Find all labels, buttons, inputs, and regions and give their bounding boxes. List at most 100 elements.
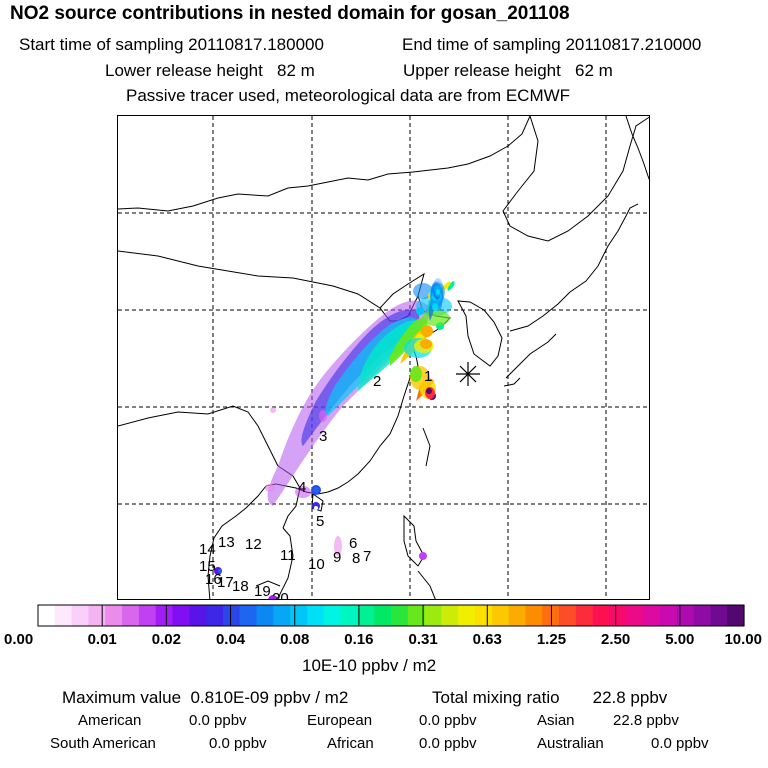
colorbar-cell bbox=[323, 605, 342, 626]
colorbar-cell bbox=[525, 605, 543, 626]
source-label-7: 7 bbox=[363, 548, 371, 565]
colorbar-unit-label: 10E-10 ppbv / m2 bbox=[302, 656, 437, 675]
colorbar-cell bbox=[122, 605, 140, 626]
region-african-label: African bbox=[327, 735, 374, 752]
source-label-4: 4 bbox=[298, 479, 306, 496]
colorbar-ticks: 0.00 0.01 0.02 0.04 0.08 0.16 0.31 0.63 1.25 2.50… bbox=[4, 605, 762, 648]
source-label-3: 3 bbox=[319, 428, 327, 445]
colorbar-cell bbox=[391, 605, 409, 626]
colorbar-tick-label: 10.00 bbox=[724, 631, 762, 648]
colorbar-cell bbox=[172, 605, 190, 626]
colorbar-cell bbox=[575, 605, 594, 626]
colorbar-cell bbox=[239, 605, 258, 626]
graticule bbox=[118, 116, 649, 599]
colorbar-cell bbox=[374, 605, 392, 626]
coastlines bbox=[118, 116, 649, 599]
colorbar-cell bbox=[542, 605, 560, 626]
source-label-16: 16 bbox=[205, 571, 222, 588]
colorbar-cell bbox=[727, 605, 745, 626]
colorbar-cell bbox=[256, 605, 274, 626]
colorbar-tick-label: 0.00 bbox=[4, 631, 33, 648]
source-label-19: 19 bbox=[254, 583, 271, 600]
region-asian-label: Asian bbox=[537, 712, 575, 729]
source-label-14: 14 bbox=[199, 541, 216, 558]
colorbar-cell bbox=[222, 605, 241, 626]
colorbar-tick-label: 0.31 bbox=[408, 631, 437, 648]
colorbar-tick-label: 2.50 bbox=[601, 631, 630, 648]
chart-title: NO2 source contributions in nested domai… bbox=[10, 3, 570, 24]
colorbar-cell bbox=[306, 605, 325, 626]
region-african-value: 0.0 ppbv bbox=[419, 735, 477, 752]
region-australian-label: Australian bbox=[537, 735, 604, 752]
colorbar-cells bbox=[37, 604, 745, 627]
colorbar-cell bbox=[407, 605, 426, 626]
source-label-12: 12 bbox=[245, 536, 262, 553]
upper-height-label: Upper release height 62 m bbox=[403, 61, 613, 80]
colorbar-cell bbox=[508, 605, 527, 626]
map-canvas: 1 2 3 4 5 6 7 8 9 10 11 12 13 14 15 16 1… bbox=[118, 116, 649, 600]
source-label-2: 2 bbox=[373, 373, 381, 390]
source-label-18: 18 bbox=[232, 578, 249, 595]
colorbar-tick-label: 0.16 bbox=[344, 631, 373, 648]
colorbar-cell bbox=[357, 605, 375, 626]
colorbar-cell bbox=[475, 605, 493, 626]
colorbar-cell bbox=[609, 605, 627, 626]
region-australian-value: 0.0 ppbv bbox=[651, 735, 709, 752]
colorbar-tick-label: 0.04 bbox=[216, 631, 246, 648]
source-label-8: 8 bbox=[352, 550, 360, 567]
colorbar-cell bbox=[71, 605, 90, 626]
maximum-value: Maximum value 0.810E-09 ppbv / m2 bbox=[62, 688, 349, 707]
region-european-value: 0.0 ppbv bbox=[419, 712, 477, 729]
colorbar-cell bbox=[273, 605, 291, 626]
colorbar-tick-label: 0.01 bbox=[88, 631, 117, 648]
source-label-13: 13 bbox=[218, 534, 235, 551]
colorbar-cell bbox=[491, 605, 510, 626]
colorbar-cell bbox=[138, 605, 157, 626]
source-label-11: 11 bbox=[280, 547, 296, 564]
colorbar-cell bbox=[189, 605, 207, 626]
colorbar-cell bbox=[105, 605, 123, 626]
colorbar-cell bbox=[458, 605, 476, 626]
receptor-asterisk-icon bbox=[456, 362, 480, 386]
colorbar-cell bbox=[441, 605, 459, 626]
colorbar-cell bbox=[424, 605, 443, 626]
region-asian-value: 22.8 ppbv bbox=[613, 712, 679, 729]
colorbar-cell bbox=[626, 605, 644, 626]
region-american-value: 0.0 ppbv bbox=[189, 712, 247, 729]
end-time-label: End time of sampling 20110817.210000 bbox=[402, 35, 702, 54]
colorbar-cell bbox=[88, 605, 106, 626]
colorbar-cell bbox=[693, 605, 711, 626]
colorbar-cell bbox=[559, 605, 577, 626]
source-label-17: 17 bbox=[217, 574, 234, 591]
colorbar-cell bbox=[676, 605, 695, 626]
colorbar-frame bbox=[37, 604, 745, 627]
colorbar-cell bbox=[710, 605, 728, 626]
colorbar-cell bbox=[592, 605, 611, 626]
lower-height-label: Lower release height 82 m bbox=[105, 61, 315, 80]
colorbar-tick-label: 5.00 bbox=[665, 631, 694, 648]
source-label-1: 1 bbox=[424, 368, 432, 385]
colorbar-cell bbox=[290, 605, 308, 626]
total-mixing-ratio: Total mixing ratio 22.8 ppbv bbox=[432, 688, 668, 707]
tracer-note: Passive tracer used, meteorological data… bbox=[126, 86, 571, 105]
source-labels: 1 2 3 4 5 6 7 8 9 10 11 12 13 14 15 16 1… bbox=[199, 368, 432, 600]
region-south-american-value: 0.0 ppbv bbox=[209, 735, 267, 752]
concentration-plume bbox=[214, 278, 455, 599]
colorbar-tick-label: 0.08 bbox=[280, 631, 309, 648]
colorbar-cell bbox=[155, 605, 174, 626]
colorbar-cell bbox=[206, 605, 224, 626]
region-american-label: American bbox=[78, 712, 142, 729]
region-south-american-label: South American bbox=[50, 735, 156, 752]
colorbar-tick-label: 0.02 bbox=[152, 631, 181, 648]
map-panel: 1 2 3 4 5 6 7 8 9 10 11 12 13 14 15 16 1… bbox=[117, 115, 650, 600]
colorbar-cell bbox=[340, 605, 358, 626]
source-label-10: 10 bbox=[308, 556, 325, 573]
source-label-9: 9 bbox=[333, 549, 341, 566]
source-label-20: 20 bbox=[272, 590, 289, 600]
source-label-6: 6 bbox=[349, 535, 357, 552]
source-label-5: 5 bbox=[316, 513, 324, 530]
start-time-label: Start time of sampling 20110817.180000 bbox=[19, 35, 324, 54]
colorbar-cell bbox=[659, 605, 678, 626]
colorbar-cell bbox=[38, 605, 56, 626]
colorbar-tick-label: 0.63 bbox=[473, 631, 502, 648]
